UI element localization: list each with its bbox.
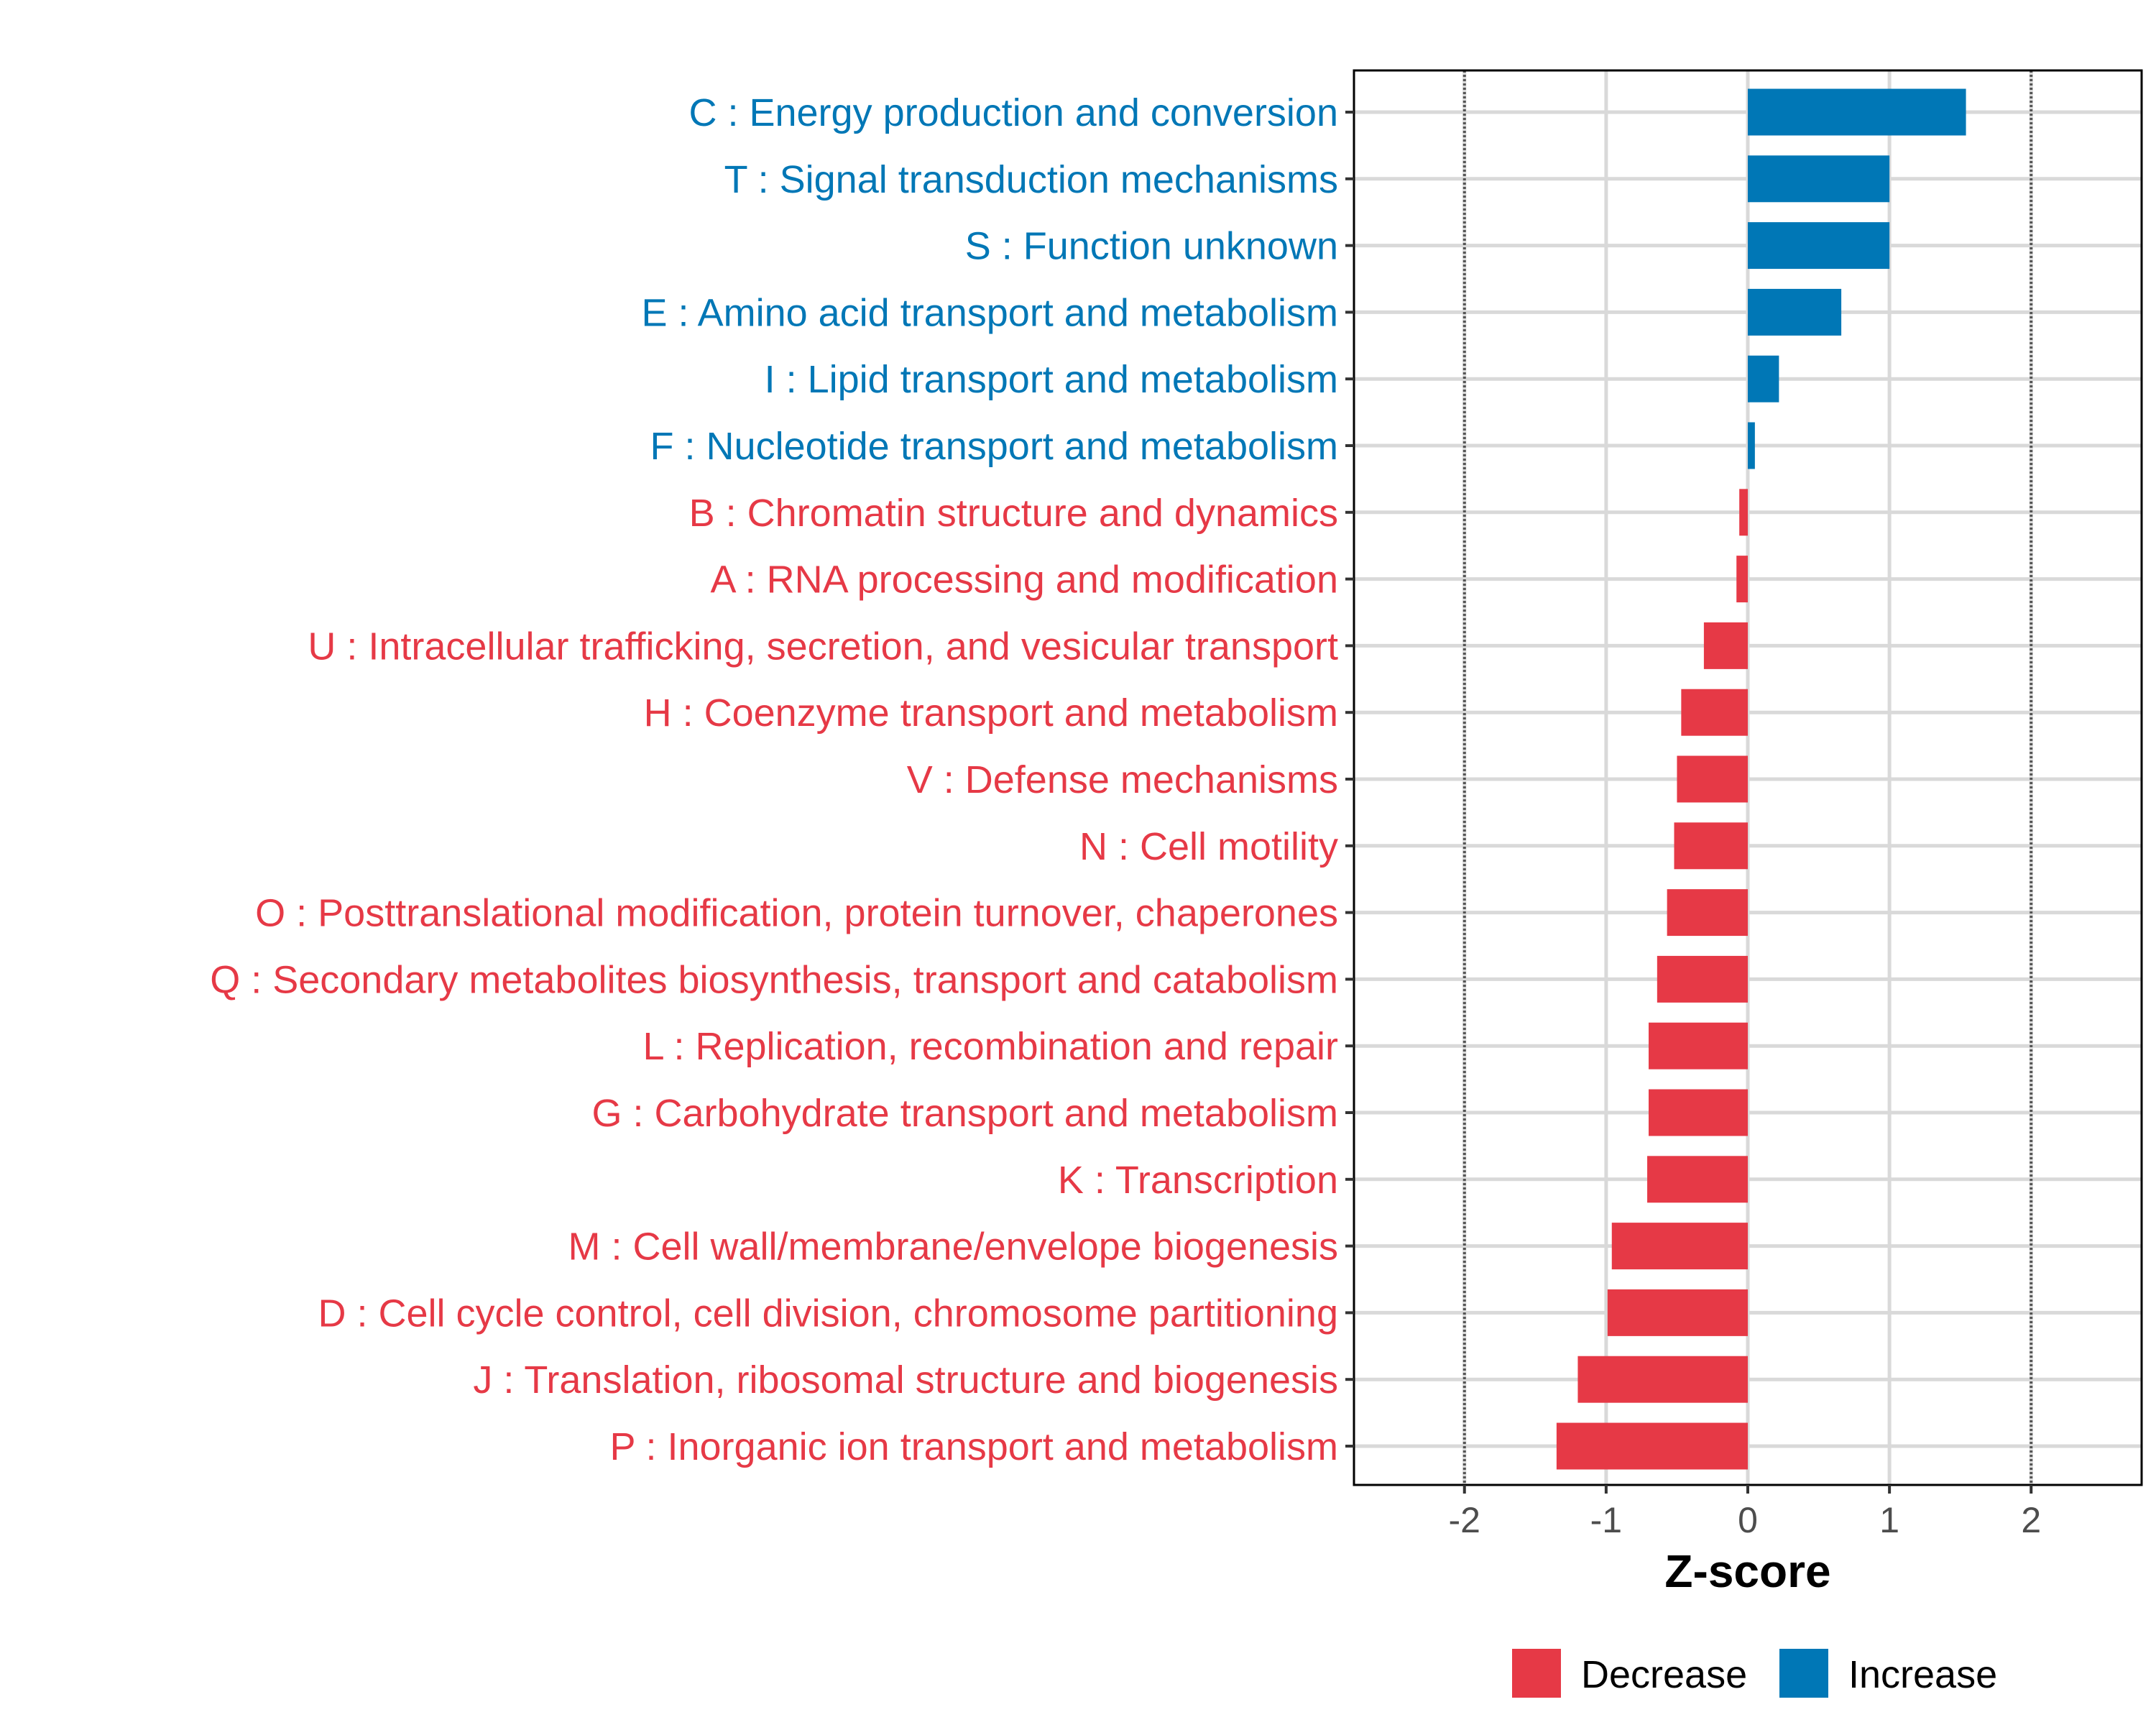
y-tick-label: T : Signal transduction mechanisms (724, 158, 1338, 201)
y-tick-label: F : Nucleotide transport and metabolism (650, 425, 1338, 468)
legend-label-increase: Increase (1848, 1653, 1997, 1696)
bar-d (1607, 1289, 1748, 1336)
y-tick-label: G : Carbohydrate transport and metabolis… (592, 1092, 1339, 1135)
y-tick-label: P : Inorganic ion transport and metaboli… (609, 1425, 1338, 1468)
y-tick-label: C : Energy production and conversion (688, 91, 1338, 134)
y-tick-label: U : Intracellular trafficking, secretion… (308, 625, 1338, 668)
bar-c (1748, 88, 1966, 136)
bar-m (1611, 1223, 1748, 1270)
y-tick-label: V : Defense mechanisms (907, 758, 1338, 801)
bar-g (1649, 1089, 1748, 1136)
bar-l (1649, 1022, 1748, 1070)
bar-i (1748, 355, 1779, 402)
legend-swatch-decrease (1512, 1649, 1561, 1698)
x-tick-label: 1 (1879, 1500, 1899, 1540)
bar-t (1748, 155, 1890, 203)
y-tick-label: H : Coenzyme transport and metabolism (644, 691, 1338, 735)
bar-b (1739, 489, 1748, 536)
y-tick-label: J : Translation, ribosomal structure and… (473, 1358, 1338, 1402)
bar-k (1647, 1156, 1748, 1203)
legend-label-decrease: Decrease (1581, 1653, 1747, 1696)
y-tick-label: D : Cell cycle control, cell division, c… (318, 1292, 1338, 1335)
bar-p (1556, 1422, 1748, 1470)
bar-s (1748, 222, 1890, 270)
x-tick-label: -1 (1590, 1500, 1622, 1540)
reference-lines (1462, 70, 2033, 1485)
bar-o (1667, 889, 1748, 937)
y-tick-label: I : Lipid transport and metabolism (765, 358, 1338, 401)
bar-j (1577, 1356, 1748, 1403)
y-tick-label: Q : Secondary metabolites biosynthesis, … (210, 958, 1338, 1001)
bar-q (1657, 955, 1748, 1003)
bar-h (1681, 689, 1748, 736)
y-tick-label: B : Chromatin structure and dynamics (689, 492, 1338, 535)
y-tick-label: A : RNA processing and modification (711, 558, 1338, 602)
x-tick-label: 0 (1738, 1500, 1758, 1540)
y-tick-label: L : Replication, recombination and repai… (642, 1025, 1338, 1068)
legend-swatch-increase (1779, 1649, 1828, 1698)
bar-a (1736, 556, 1748, 603)
y-tick-label: N : Cell motility (1079, 825, 1338, 868)
bar-e (1748, 288, 1842, 336)
y-tick-label: O : Posttranslational modification, prot… (255, 892, 1338, 935)
bar-v (1677, 755, 1748, 803)
bar-n (1674, 822, 1748, 870)
y-tick-label: M : Cell wall/membrane/envelope biogenes… (568, 1225, 1338, 1269)
x-tick-label: 2 (2021, 1500, 2041, 1540)
bar-f (1748, 422, 1755, 469)
bars (1556, 88, 1966, 1470)
y-tick-label: K : Transcription (1058, 1159, 1338, 1202)
y-tick-label: S : Function unknown (965, 225, 1338, 268)
y-tick-label: E : Amino acid transport and metabolism (642, 291, 1338, 334)
legend: Decrease Increase (1512, 1649, 1997, 1698)
x-axis-title: Z-score (1664, 1545, 1830, 1597)
y-axis: C : Energy production and conversion T : … (210, 91, 1354, 1468)
bar-u (1703, 622, 1748, 669)
x-tick-label: -2 (1449, 1500, 1480, 1540)
x-axis: -2 -1 0 1 2 (1449, 1485, 2041, 1540)
